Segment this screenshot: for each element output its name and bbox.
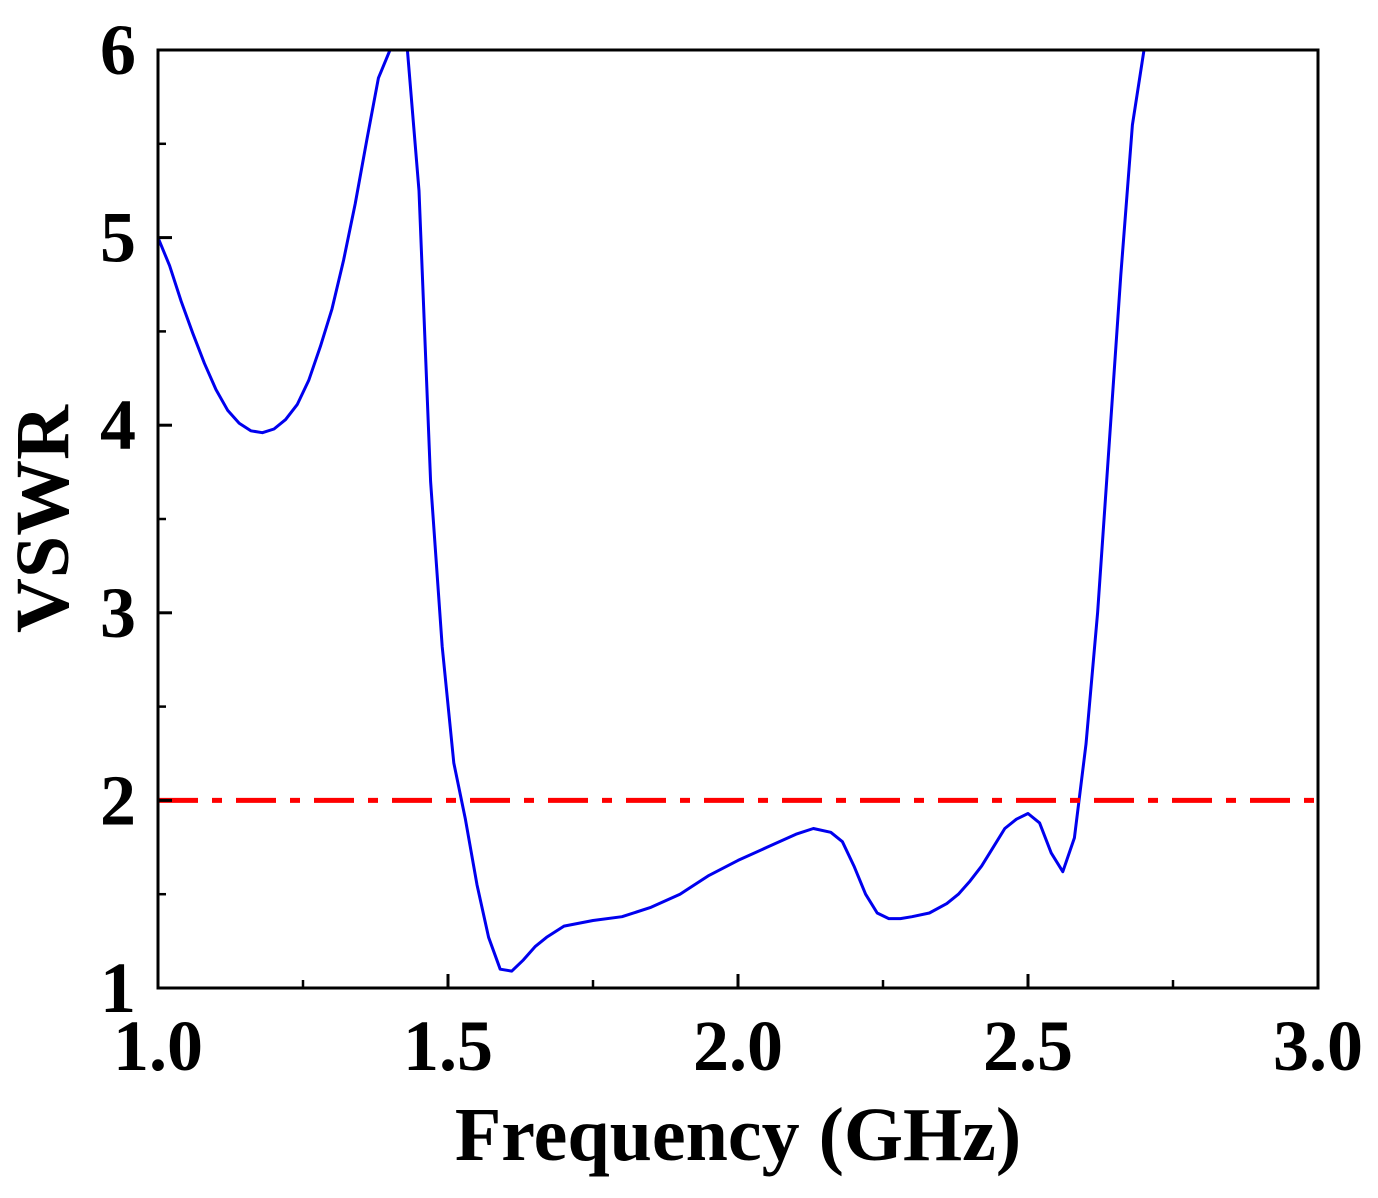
y-axis-ticks: 1 2 3 4 5 6 <box>100 10 172 1028</box>
x-axis-title: Frequency (GHz) <box>455 1093 1021 1177</box>
y-tick-label: 5 <box>100 198 136 278</box>
y-axis-title: VSWR <box>1 404 85 633</box>
x-tick-label: 1.5 <box>403 1006 493 1086</box>
series-layer <box>158 50 1318 973</box>
y-tick-label: 1 <box>100 948 136 1028</box>
x-axis-ticks: 1.0 1.5 2.0 2.5 3.0 <box>113 974 1363 1086</box>
y-tick-label: 4 <box>100 385 136 465</box>
vswr-curve <box>158 50 1146 973</box>
x-tick-label: 3.0 <box>1273 1006 1363 1086</box>
y-tick-label: 2 <box>100 760 136 840</box>
y-tick-label: 3 <box>100 573 136 653</box>
x-tick-label: 2.0 <box>693 1006 783 1086</box>
plot-frame <box>156 48 1320 990</box>
x-tick-label: 2.5 <box>983 1006 1073 1086</box>
y-tick-label: 6 <box>100 10 136 90</box>
x-tick-label: 1.0 <box>113 1006 203 1086</box>
